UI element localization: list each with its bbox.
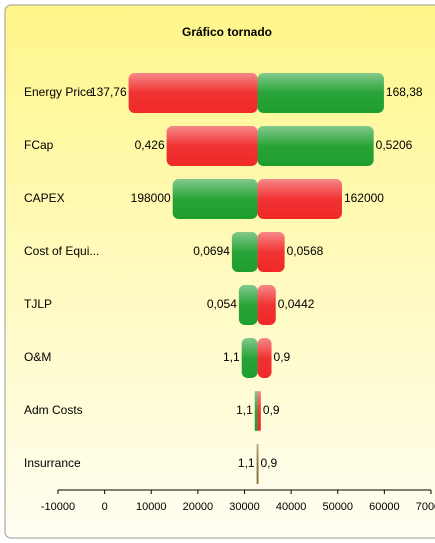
- value-label: 0,426: [135, 138, 165, 152]
- value-label: 0,9: [274, 350, 291, 364]
- bar-shine: [166, 126, 258, 166]
- value-label: 0,0442: [278, 297, 315, 311]
- category-label: Insurrance: [24, 456, 81, 470]
- bar-shine: [238, 285, 258, 325]
- bar-shine: [257, 444, 259, 484]
- category-label: FCap: [24, 138, 54, 152]
- x-tick-label: 50000: [322, 501, 353, 513]
- x-tick-label: 40000: [276, 501, 307, 513]
- bar-shine: [257, 73, 384, 113]
- category-label: TJLP: [24, 297, 52, 311]
- category-label: Energy Price: [24, 85, 93, 99]
- value-label: 0,9: [263, 403, 280, 417]
- x-tick-label: -10000: [41, 501, 75, 513]
- bar-shine: [256, 444, 258, 484]
- category-label: Adm Costs: [24, 403, 83, 417]
- x-tick-label: 30000: [229, 501, 260, 513]
- value-label: 0,054: [207, 297, 237, 311]
- x-tick-label: 60000: [369, 501, 400, 513]
- value-label: 162000: [344, 191, 384, 205]
- bar-shine: [257, 285, 276, 325]
- category-label: CAPEX: [24, 191, 65, 205]
- x-tick-label: 70000: [416, 501, 435, 513]
- bar-shine: [231, 232, 258, 272]
- bar-shine: [128, 73, 258, 113]
- value-label: 137,76: [90, 85, 127, 99]
- bar-shine: [257, 391, 261, 431]
- value-label: 1,1: [236, 403, 253, 417]
- bar-shine: [257, 179, 342, 219]
- bar-shine: [257, 338, 272, 378]
- value-label: 168,38: [386, 85, 423, 99]
- x-tick-label: 0: [102, 501, 108, 513]
- bar-shine: [172, 179, 258, 219]
- value-label: 0,0568: [287, 244, 324, 258]
- value-label: 0,5206: [376, 138, 413, 152]
- value-label: 198000: [131, 191, 171, 205]
- x-tick-label: 10000: [136, 501, 167, 513]
- category-label: Cost of Equi...: [24, 244, 99, 258]
- bar-shine: [257, 232, 285, 272]
- value-label: 0,9: [260, 456, 277, 470]
- bar-shine: [254, 391, 258, 431]
- bar-shine: [241, 338, 258, 378]
- category-label: O&M: [24, 350, 51, 364]
- x-tick-label: 20000: [183, 501, 214, 513]
- value-label: 1,1: [238, 456, 255, 470]
- value-label: 1,1: [223, 350, 240, 364]
- bar-shine: [257, 126, 374, 166]
- value-label: 0,0694: [193, 244, 230, 258]
- chart-title: Gráfico tornado: [182, 25, 272, 39]
